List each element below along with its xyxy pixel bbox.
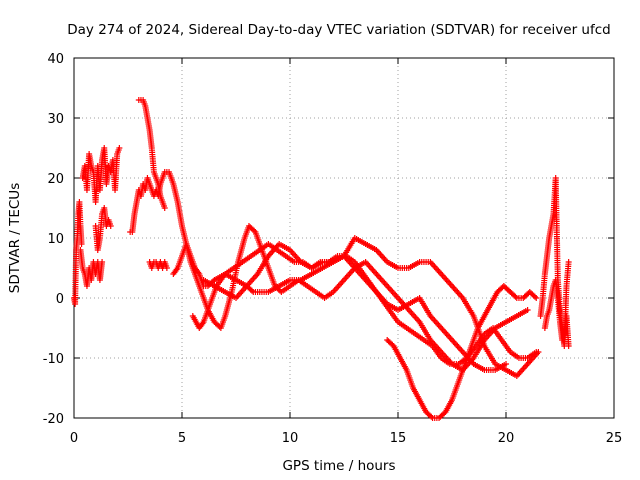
x-tick-label: 25 (606, 431, 623, 446)
y-tick-label: -10 (43, 352, 64, 367)
x-tick-label: 10 (282, 431, 299, 446)
data-marks (71, 97, 572, 421)
data-point (161, 205, 168, 211)
series-trace-3 (79, 145, 123, 205)
data-point (565, 343, 572, 349)
y-tick-label: 0 (56, 292, 64, 307)
data-point (163, 265, 170, 271)
x-tick-label: 20 (498, 431, 515, 446)
data-point (251, 227, 258, 234)
data-point (116, 145, 123, 151)
series-trace-4 (92, 205, 114, 253)
series-trace-7 (146, 259, 170, 271)
chart-title: Day 274 of 2024, Sidereal Day-to-day VTE… (67, 22, 610, 38)
series-trace-1 (71, 199, 85, 307)
series-trace-10 (200, 235, 542, 379)
data-point (428, 413, 435, 420)
x-axis-label: GPS time / hours (282, 458, 395, 474)
y-tick-label: -20 (43, 412, 64, 427)
grid (74, 58, 614, 418)
y-tick-label: 30 (47, 112, 64, 127)
series-trace-2 (77, 247, 106, 289)
data-point (107, 223, 114, 229)
series-trace-6 (135, 97, 168, 211)
data-point (503, 361, 509, 367)
series-trace-13 (541, 277, 572, 349)
y-tick-label: 40 (47, 52, 64, 67)
series-trace-5 (127, 169, 509, 373)
data-point (78, 241, 85, 247)
data-point (512, 293, 519, 300)
series-trace-11 (384, 283, 540, 421)
x-tick-label: 5 (178, 431, 186, 446)
y-tick-label: 20 (47, 172, 64, 187)
data-point (524, 307, 531, 313)
axis-ticks: 0 5 10 15 20 25 -20 -10 0 10 20 30 40 (43, 52, 623, 446)
x-tick-label: 15 (390, 431, 407, 446)
y-tick-label: 10 (47, 232, 64, 247)
y-axis-label: SDTVAR / TECUs (7, 183, 23, 293)
data-point (248, 287, 255, 294)
data-point (531, 293, 538, 300)
data-point (535, 349, 542, 355)
x-tick-label: 0 (70, 431, 78, 446)
data-point (565, 259, 572, 265)
data-point (533, 295, 540, 301)
data-point (99, 259, 106, 265)
